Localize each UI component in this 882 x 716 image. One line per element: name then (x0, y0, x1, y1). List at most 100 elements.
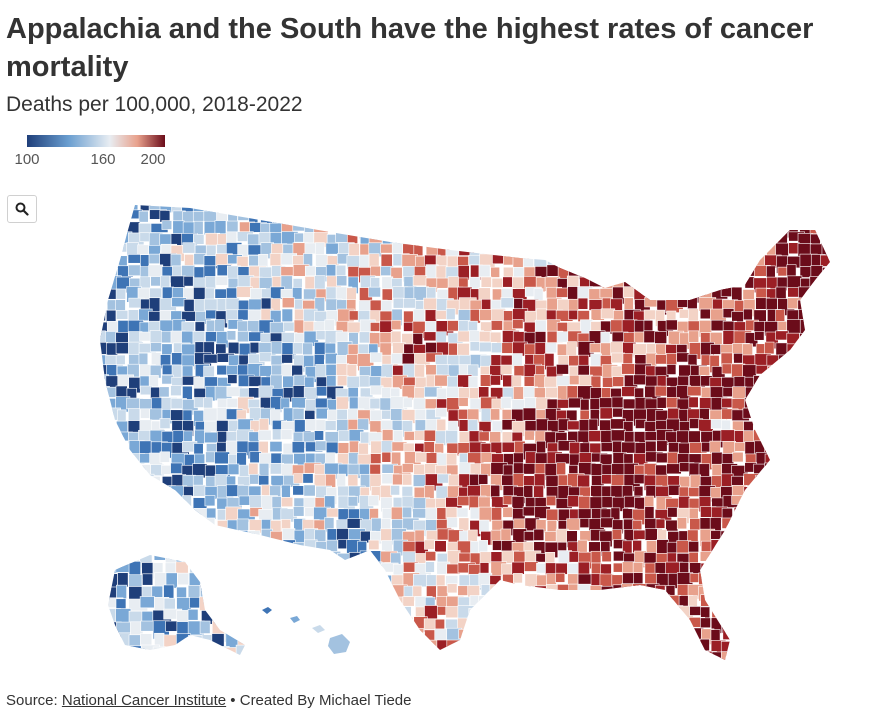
county-cell[interactable] (610, 244, 624, 262)
county-cell[interactable] (457, 409, 469, 420)
county-cell[interactable] (227, 341, 240, 355)
county-cell[interactable] (216, 606, 232, 620)
county-cell[interactable] (665, 266, 676, 284)
county-cell[interactable] (656, 628, 675, 644)
county-cell[interactable] (777, 396, 796, 411)
county-cell[interactable] (489, 596, 500, 607)
county-cell[interactable] (721, 606, 733, 620)
county-cell[interactable] (392, 221, 410, 236)
county-cell[interactable] (797, 211, 814, 230)
hawaii-counties[interactable] (262, 607, 350, 654)
county-cell[interactable] (589, 651, 600, 663)
county-cell[interactable] (754, 386, 772, 397)
county-cell[interactable] (368, 640, 385, 653)
county-cell[interactable] (468, 211, 485, 223)
county-cell[interactable] (753, 199, 772, 212)
county-cell[interactable] (181, 518, 198, 536)
county-cell[interactable] (260, 552, 271, 563)
county-cell[interactable] (247, 586, 264, 599)
county-cell[interactable] (215, 583, 229, 600)
county-cell[interactable] (458, 200, 473, 217)
county-cell[interactable] (513, 386, 525, 400)
county-cell[interactable] (711, 605, 725, 619)
county-cell[interactable] (544, 376, 558, 388)
county-cell[interactable] (677, 233, 696, 248)
county-cell[interactable] (445, 221, 456, 234)
county-cell[interactable] (226, 200, 245, 212)
county-cell[interactable] (776, 375, 793, 393)
county-cell[interactable] (478, 607, 495, 620)
county-cell[interactable] (380, 220, 391, 237)
county-cell[interactable] (137, 497, 151, 511)
county-cell[interactable] (149, 408, 163, 421)
county-cell[interactable] (822, 341, 831, 358)
county-cell[interactable] (272, 595, 288, 608)
county-cell[interactable] (346, 220, 364, 234)
county-cell[interactable] (819, 353, 831, 365)
county-cell[interactable] (177, 657, 195, 669)
county-cell[interactable] (478, 386, 490, 398)
county-cell[interactable] (480, 639, 496, 657)
county-cell[interactable] (732, 594, 746, 607)
county-cell[interactable] (458, 232, 474, 248)
county-cell[interactable] (755, 607, 769, 621)
county-cell[interactable] (249, 646, 261, 663)
county-cell[interactable] (623, 662, 638, 672)
county-cell[interactable] (314, 550, 328, 569)
county-cell[interactable] (368, 495, 380, 507)
county-cell[interactable] (481, 661, 498, 672)
county-cell[interactable] (249, 550, 259, 564)
county-cell[interactable] (249, 596, 264, 611)
county-cell[interactable] (481, 200, 499, 215)
county-cell[interactable] (566, 341, 577, 356)
county-cell[interactable] (756, 561, 769, 576)
county-cell[interactable] (832, 486, 843, 500)
county-cell[interactable] (765, 297, 778, 311)
county-cell[interactable] (212, 608, 228, 626)
county-cell[interactable] (358, 200, 372, 210)
county-cell[interactable] (303, 552, 317, 568)
county-cell[interactable] (676, 629, 693, 647)
county-cell[interactable] (809, 276, 826, 287)
county-cell[interactable] (117, 632, 131, 652)
county-cell[interactable] (777, 266, 788, 277)
county-cell[interactable] (644, 220, 656, 233)
county-cell[interactable] (709, 277, 720, 290)
county-cell[interactable] (786, 386, 802, 401)
county-cell[interactable] (808, 462, 822, 475)
county-cell[interactable] (106, 632, 120, 649)
county-cell[interactable] (822, 496, 834, 510)
county-cell[interactable] (282, 243, 295, 255)
county-cell[interactable] (764, 486, 781, 501)
county-cell[interactable] (458, 629, 472, 640)
county-cell[interactable] (304, 639, 320, 655)
county-cell[interactable] (214, 319, 225, 333)
county-cell[interactable] (437, 661, 454, 677)
county-cell[interactable] (555, 453, 571, 465)
county-cell[interactable] (468, 232, 482, 248)
county-cell[interactable] (336, 662, 349, 676)
county-cell[interactable] (248, 462, 259, 476)
county-cell[interactable] (588, 541, 601, 553)
county-cell[interactable] (820, 627, 836, 642)
county-cell[interactable] (797, 629, 808, 644)
county-cell[interactable] (106, 474, 123, 493)
county-cell[interactable] (315, 607, 327, 618)
county-cell[interactable] (788, 608, 806, 618)
county-cell[interactable] (687, 210, 699, 225)
county-cell[interactable] (153, 551, 173, 561)
county-cell[interactable] (138, 540, 152, 550)
county-cell[interactable] (403, 211, 422, 224)
county-cell[interactable] (534, 319, 547, 333)
county-cell[interactable] (224, 598, 243, 611)
county-cell[interactable] (347, 583, 360, 602)
county-cell[interactable] (315, 661, 331, 674)
county-cell[interactable] (424, 539, 435, 550)
county-cell[interactable] (206, 585, 224, 603)
county-cell[interactable] (226, 606, 239, 622)
county-cell[interactable] (787, 649, 798, 667)
county-cell[interactable] (589, 585, 603, 598)
county-cell[interactable] (776, 638, 792, 650)
county-cell[interactable] (566, 200, 580, 216)
county-cell[interactable] (633, 374, 647, 386)
